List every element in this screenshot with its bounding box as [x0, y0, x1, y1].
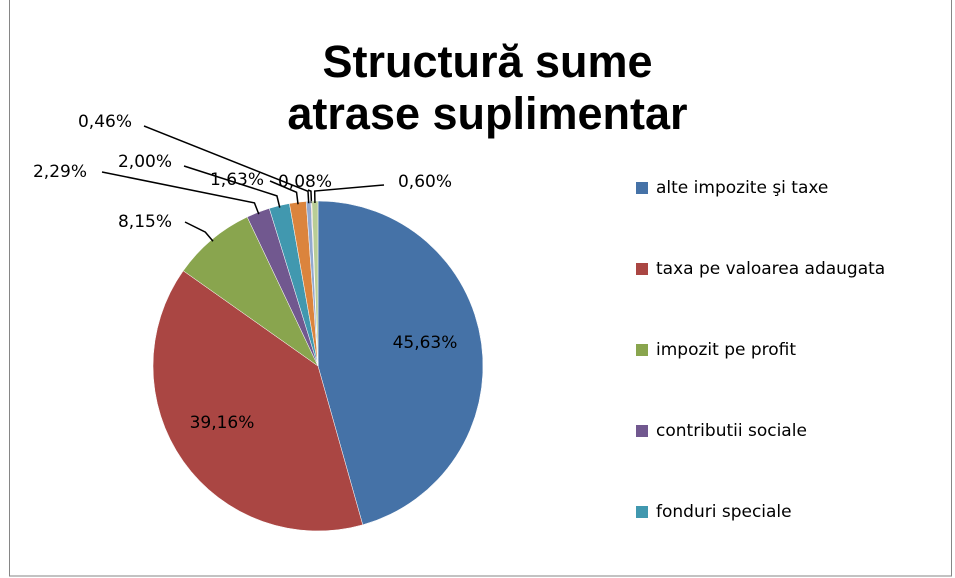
data-label: 2,00% — [118, 152, 172, 172]
legend-swatch — [636, 506, 648, 518]
chart-border — [9, 0, 952, 577]
leader-line — [101, 171, 260, 215]
chart-title: Structură sume atrase suplimentar — [287, 36, 688, 139]
pie-slice — [152, 270, 364, 532]
leader-line — [143, 125, 310, 204]
leader-line — [183, 165, 281, 208]
data-label: 8,15% — [118, 212, 172, 232]
data-label: 0,08% — [278, 172, 332, 192]
legend-label: alte impozite şi taxe — [656, 178, 828, 198]
legend-swatch — [636, 425, 648, 437]
leader-line — [269, 180, 299, 205]
legend-label: impozit pe profit — [656, 340, 796, 360]
data-label: 0,46% — [78, 112, 132, 132]
legend-label: contributii sociale — [656, 421, 807, 441]
leader-line — [307, 189, 313, 204]
data-label: 2,29% — [33, 162, 87, 182]
legend-label: taxa pe valoarea adaugata — [656, 259, 885, 279]
data-label: 0,60% — [398, 172, 452, 192]
data-label: 45,63% — [393, 333, 458, 353]
data-label: 39,16% — [190, 413, 255, 433]
legend-swatch — [636, 182, 648, 194]
legend-swatch — [636, 263, 648, 275]
leader-line — [184, 221, 214, 242]
leader-line — [313, 184, 385, 204]
legend-label: fonduri speciale — [656, 502, 792, 522]
data-label: 1,63% — [210, 170, 264, 190]
legend-swatch — [636, 344, 648, 356]
pie-slice — [317, 200, 484, 526]
